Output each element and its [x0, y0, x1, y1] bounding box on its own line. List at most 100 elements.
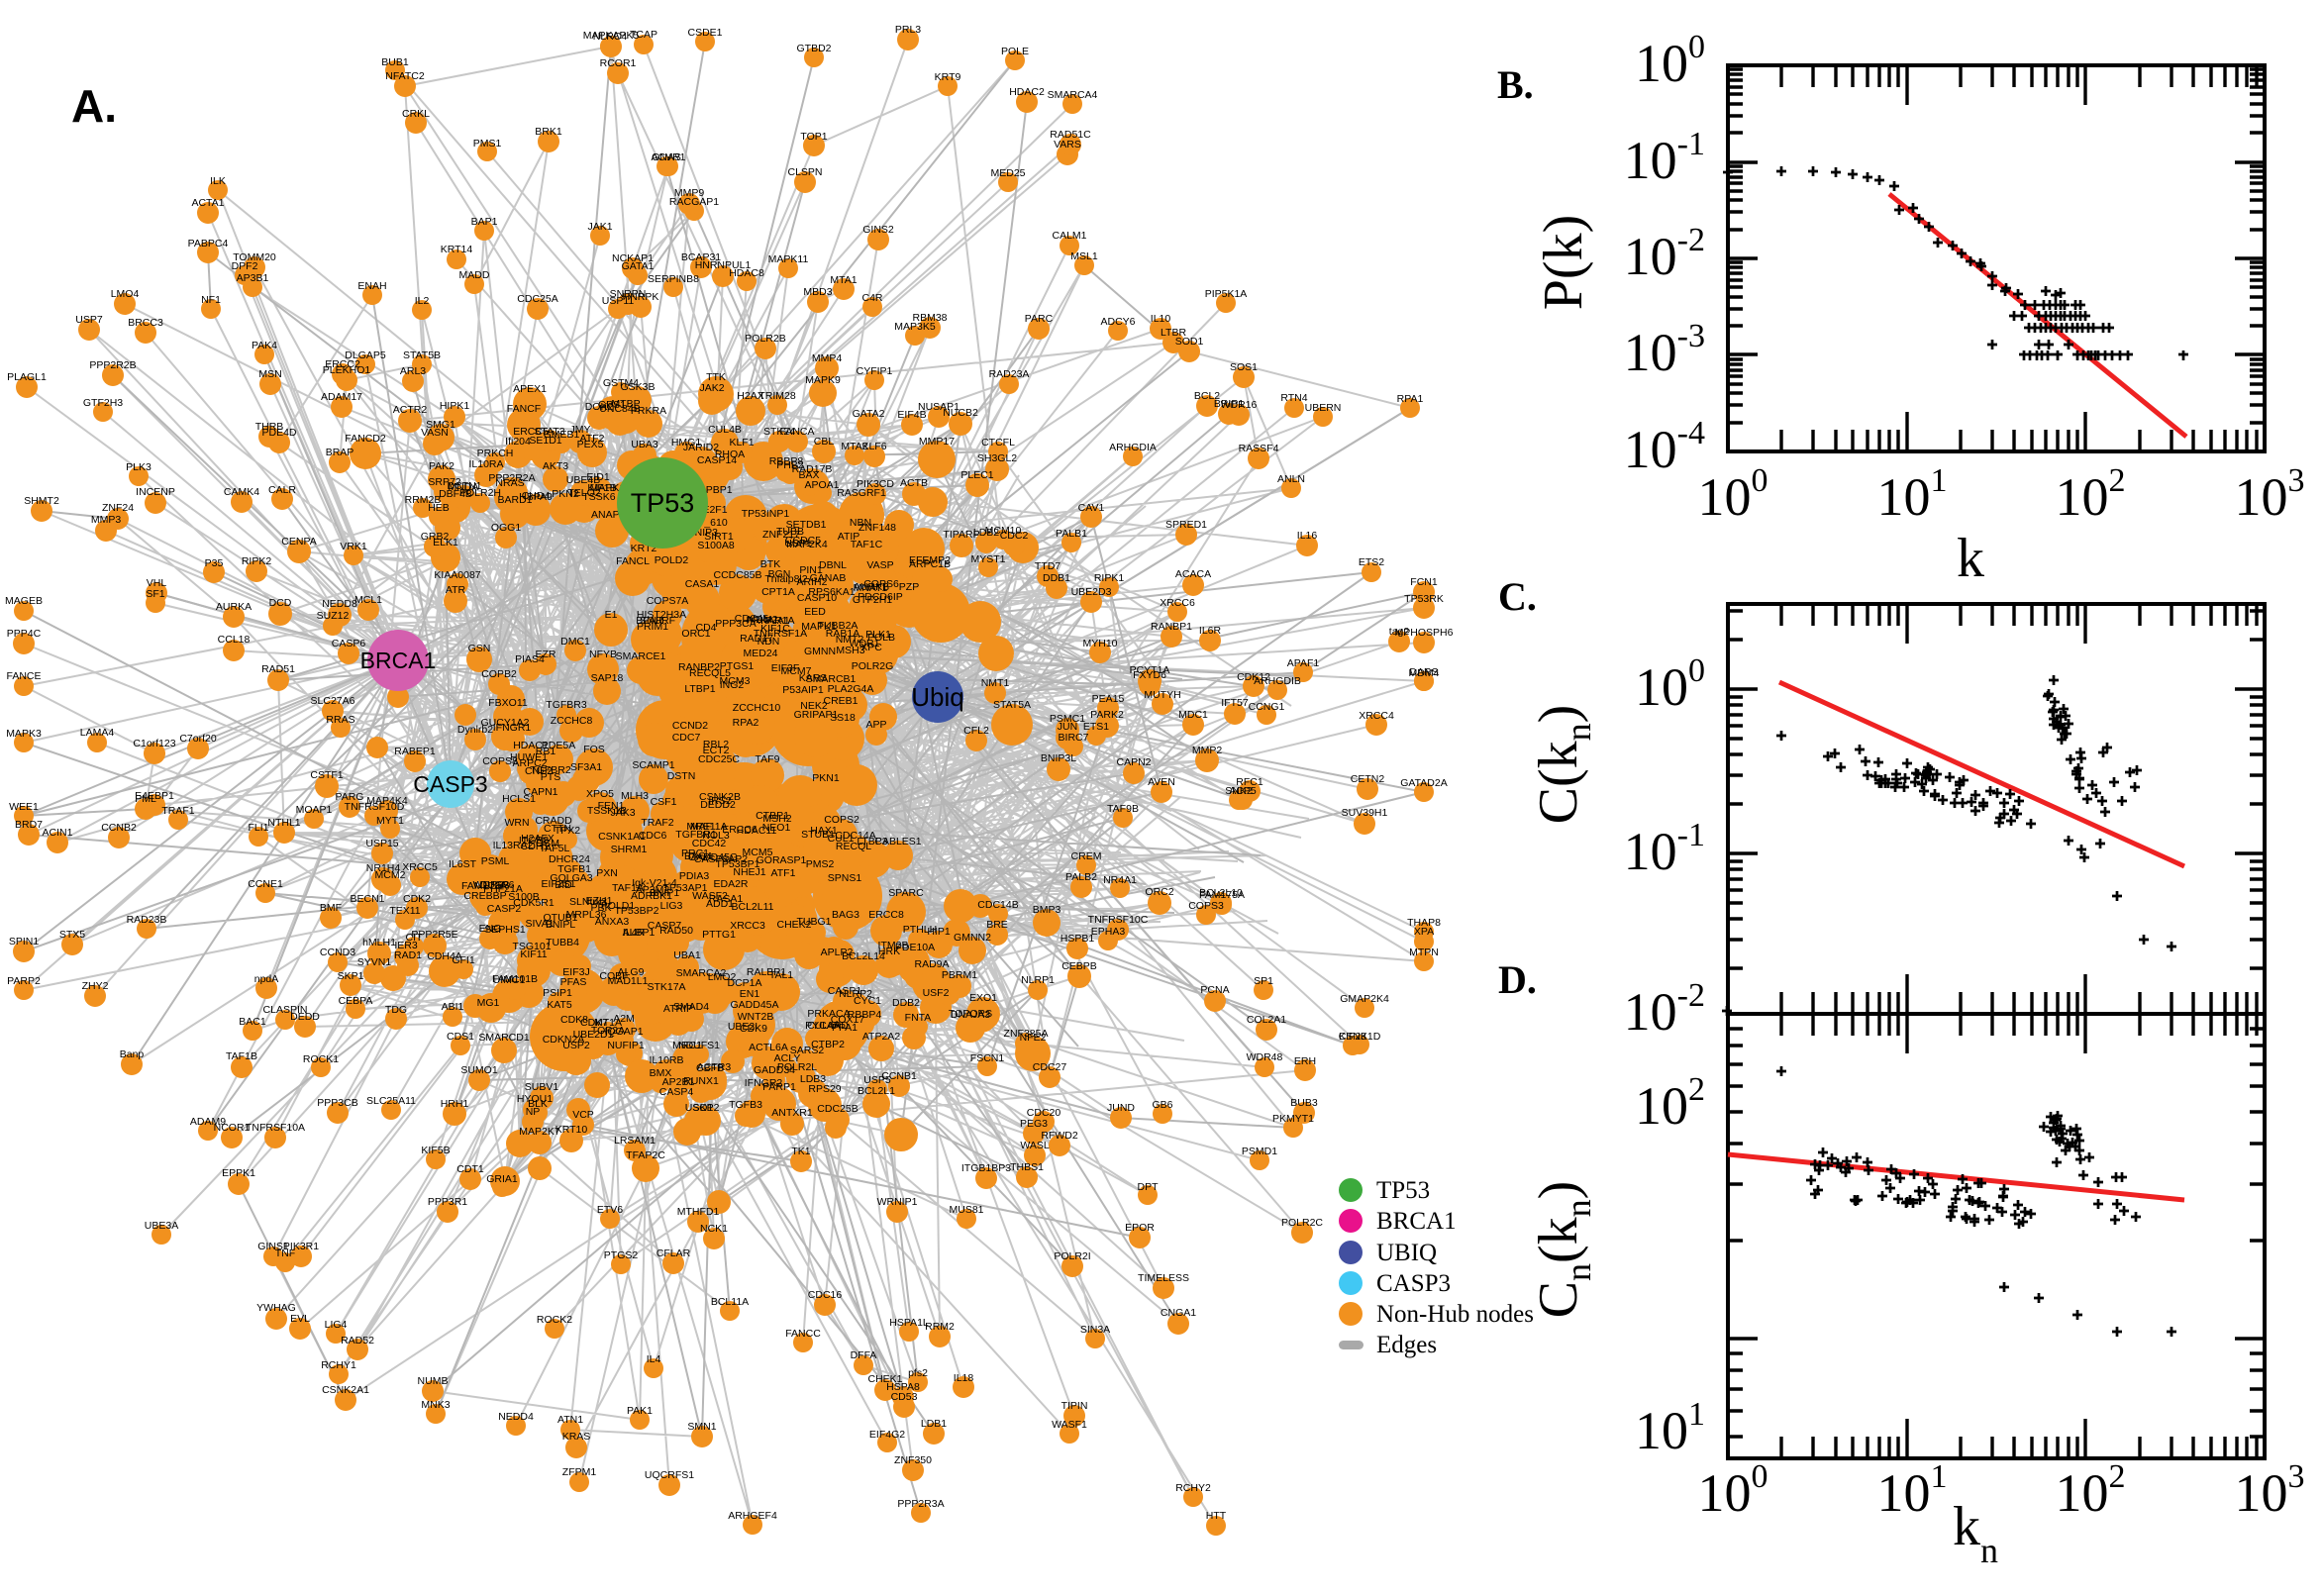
- svg-text:TIMELESS: TIMELESS: [1138, 1272, 1189, 1284]
- svg-text:HEB: HEB: [428, 502, 450, 514]
- svg-text:FNTA: FNTA: [905, 1012, 932, 1024]
- svg-text:RCHY1: RCHY1: [321, 1359, 356, 1371]
- svg-text:OTUB1: OTUB1: [543, 912, 577, 924]
- svg-text:CHEK1: CHEK1: [867, 1373, 902, 1385]
- svg-text:NLRC4: NLRC4: [593, 31, 628, 43]
- svg-text:Dynlrb2: Dynlrb2: [457, 724, 493, 736]
- svg-text:PML: PML: [135, 793, 156, 805]
- svg-text:NFATC2: NFATC2: [385, 70, 425, 82]
- svg-text:BCL2L11: BCL2L11: [731, 901, 773, 913]
- svg-text:ZNF385A: ZNF385A: [1004, 1028, 1049, 1040]
- svg-text:SMAD4: SMAD4: [673, 1001, 709, 1013]
- svg-text:LAMA4: LAMA4: [80, 727, 115, 739]
- svg-text:ARIH2: ARIH2: [797, 576, 828, 588]
- svg-text:PAK1: PAK1: [627, 1405, 653, 1417]
- svg-text:TSSK1B: TSSK1B: [587, 805, 627, 817]
- svg-text:HIPK1: HIPK1: [440, 400, 470, 412]
- svg-text:CALR: CALR: [268, 484, 296, 496]
- svg-text:IL4: IL4: [647, 1353, 661, 1365]
- svg-text:CUL4B: CUL4B: [708, 424, 742, 436]
- svg-text:MSL1: MSL1: [1070, 250, 1098, 262]
- svg-text:Ifi204: Ifi204: [505, 436, 531, 448]
- svg-text:P53AIP1: P53AIP1: [782, 684, 824, 696]
- svg-text:TGFB3: TGFB3: [729, 1099, 762, 1111]
- svg-text:PDIA3: PDIA3: [679, 870, 710, 882]
- svg-text:AKT3: AKT3: [543, 460, 568, 472]
- svg-text:RASGRF1: RASGRF1: [837, 487, 886, 499]
- svg-text:PSMC1: PSMC1: [1050, 713, 1085, 725]
- svg-text:ORC2: ORC2: [1145, 886, 1173, 898]
- svg-text:DBNL: DBNL: [819, 559, 847, 571]
- svg-text:MAP4K4: MAP4K4: [366, 795, 408, 807]
- svg-text:KARS: KARS: [799, 672, 828, 684]
- svg-text:P(k): P(k): [1533, 215, 1594, 310]
- svg-text:C(kn): C(kn): [1528, 705, 1598, 825]
- svg-text:IL18: IL18: [954, 1372, 974, 1384]
- svg-text:PLK1: PLK1: [865, 629, 891, 641]
- svg-text:PJA1: PJA1: [764, 615, 789, 627]
- svg-text:PTTG1: PTTG1: [702, 929, 736, 941]
- svg-text:TIPIN: TIPIN: [1061, 1400, 1088, 1412]
- svg-text:CDK12: CDK12: [1237, 671, 1270, 683]
- svg-text:BAG3: BAG3: [832, 909, 859, 921]
- svg-text:SMG1: SMG1: [426, 419, 455, 431]
- svg-text:ETS2: ETS2: [1359, 556, 1384, 568]
- svg-text:ROCK2: ROCK2: [537, 1314, 572, 1326]
- svg-text:OSM: OSM: [536, 838, 559, 849]
- svg-text:IL2: IL2: [415, 295, 430, 307]
- svg-text:MAPKAPK5: MAPKAPK5: [583, 30, 640, 42]
- svg-text:PTS: PTS: [541, 771, 560, 783]
- svg-text:ETV6: ETV6: [597, 1204, 623, 1216]
- svg-text:ZNF24: ZNF24: [102, 502, 134, 514]
- svg-text:MRPL36: MRPL36: [566, 909, 607, 921]
- svg-text:BARD1: BARD1: [497, 494, 532, 506]
- svg-text:SYVN1: SYVN1: [357, 956, 392, 968]
- svg-text:ABI1: ABI1: [442, 1001, 464, 1013]
- svg-text:MBD3: MBD3: [803, 286, 832, 298]
- svg-text:MED24: MED24: [743, 648, 777, 659]
- svg-text:RACGAP1: RACGAP1: [669, 196, 719, 208]
- svg-text:UBE2D3: UBE2D3: [1071, 586, 1112, 598]
- svg-text:PSIP1: PSIP1: [543, 987, 572, 999]
- svg-text:PTGS2: PTGS2: [604, 1249, 639, 1261]
- svg-text:MCL1: MCL1: [354, 594, 382, 606]
- svg-text:USP11: USP11: [602, 295, 635, 307]
- svg-text:KIF11: KIF11: [520, 948, 547, 960]
- svg-text:TGFBR1: TGFBR1: [675, 829, 717, 841]
- svg-text:MAP2K4: MAP2K4: [786, 539, 828, 550]
- svg-text:NTHL1: NTHL1: [267, 817, 300, 829]
- svg-text:MYST1: MYST1: [970, 553, 1005, 565]
- svg-text:ILK: ILK: [210, 175, 226, 187]
- svg-text:STX5: STX5: [59, 929, 85, 941]
- svg-text:RCHY2: RCHY2: [1175, 1482, 1211, 1494]
- svg-text:BRD7: BRD7: [15, 819, 43, 831]
- svg-text:JAK2: JAK2: [699, 382, 724, 394]
- svg-text:HSPA1L: HSPA1L: [889, 1317, 929, 1329]
- svg-text:CCND2: CCND2: [672, 720, 708, 732]
- svg-text:CTCFL: CTCFL: [981, 437, 1015, 449]
- svg-text:USP2: USP2: [562, 1040, 590, 1051]
- svg-text:PIP5K1A: PIP5K1A: [1205, 288, 1248, 300]
- svg-text:POLR2H: POLR2H: [459, 487, 501, 499]
- svg-text:LRSAM1: LRSAM1: [614, 1135, 656, 1147]
- svg-text:HDAC1: HDAC1: [513, 740, 549, 751]
- svg-text:CCNG1: CCNG1: [1249, 701, 1285, 713]
- svg-text:VARS: VARS: [1054, 139, 1081, 150]
- svg-text:SMARCE1: SMARCE1: [616, 650, 666, 662]
- svg-text:XRCC3: XRCC3: [730, 920, 765, 932]
- svg-text:KRT14: KRT14: [441, 244, 473, 255]
- svg-text:FCN1: FCN1: [1410, 576, 1438, 588]
- svg-text:ADRBK1: ADRBK1: [631, 890, 672, 902]
- svg-text:TAF1C: TAF1C: [851, 539, 883, 550]
- svg-text:CFL2: CFL2: [963, 725, 989, 737]
- svg-text:CASA1: CASA1: [685, 578, 720, 590]
- svg-text:RBBP8: RBBP8: [769, 455, 804, 467]
- svg-text:EPPK1: EPPK1: [222, 1167, 255, 1179]
- svg-text:FANCD2: FANCD2: [345, 433, 386, 445]
- svg-text:NF1: NF1: [201, 294, 221, 306]
- svg-text:CDH1: CDH1: [521, 841, 550, 852]
- svg-text:EN1: EN1: [740, 988, 760, 1000]
- svg-text:GB6: GB6: [1152, 1099, 1172, 1111]
- svg-text:BCL2L10: BCL2L10: [1199, 887, 1243, 899]
- svg-text:C7orf20: C7orf20: [179, 733, 217, 745]
